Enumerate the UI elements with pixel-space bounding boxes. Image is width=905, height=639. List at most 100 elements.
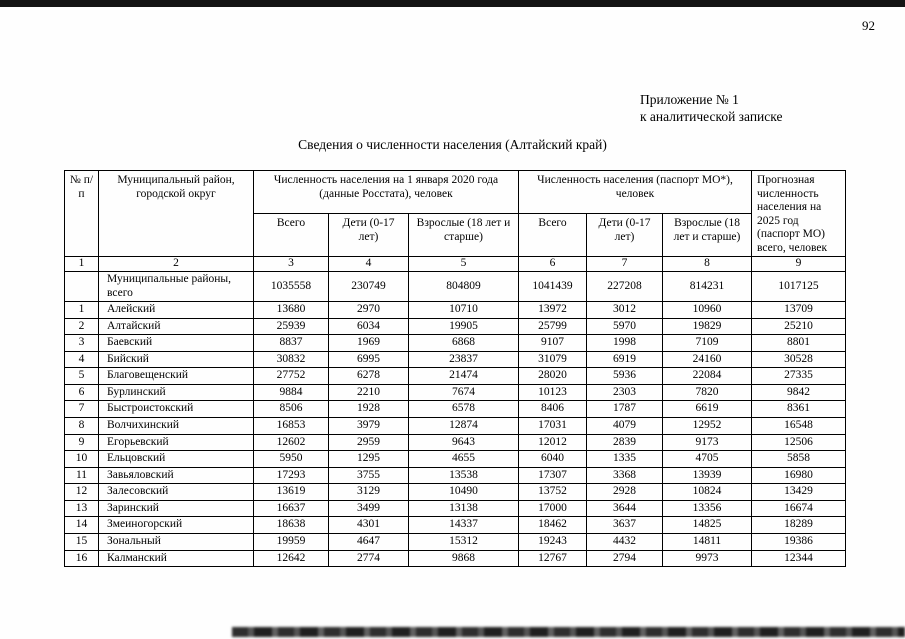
column-number: 5	[407, 256, 520, 272]
column-number: 1	[64, 256, 99, 272]
table-row: 12 Залесовский 13619 3129 10490 13752 2928 1082…	[64, 483, 847, 501]
header-adults-2020: Взрослые (18 лет и старше)	[407, 213, 520, 258]
value-cell: 13429	[751, 483, 847, 501]
value-cell: 5950	[253, 450, 329, 468]
value-cell: 16637	[253, 499, 329, 518]
appendix-line1: Приложение № 1	[640, 92, 739, 107]
value-cell: 9973	[662, 549, 753, 568]
header-sub-row: Всего Дети (0-17 лет) Взрослые (18 лет и…	[65, 213, 846, 258]
value-cell: 8506	[253, 400, 329, 418]
value-cell: 1335	[586, 450, 664, 468]
page-number: 92	[862, 18, 875, 33]
value-cell: 4655	[407, 450, 520, 468]
value-cell: 13939	[662, 466, 753, 485]
value-cell: 18462	[518, 516, 588, 534]
value-cell: 8801	[751, 334, 847, 352]
header-group-row: № п/п Муниципальный район, городской окр…	[64, 169, 847, 258]
header-forecast: Прогнозная численность населения на 2025…	[751, 169, 847, 258]
scan-artifact-top	[0, 0, 905, 7]
value-cell: 12952	[662, 417, 753, 435]
value-cell: 14825	[662, 516, 753, 534]
column-number: 9	[751, 256, 847, 272]
value-cell: 21474	[407, 367, 520, 385]
value-cell: 2959	[328, 433, 409, 452]
value-cell: 18289	[751, 516, 847, 534]
table-row: 11 Завьяловский 17293 3755 13538 17307 3368 139…	[64, 466, 847, 485]
row-number-cell: 8	[64, 417, 99, 435]
column-number: 4	[328, 256, 409, 272]
table-row: 16 Калманский 12642 2774 9868 12767 2794 9973 12…	[64, 549, 847, 568]
value-cell: 6034	[328, 317, 409, 336]
value-cell: 9842	[751, 383, 847, 402]
value-cell: 12642	[253, 549, 329, 568]
value-cell: 12767	[518, 549, 588, 568]
value-cell: 2839	[586, 433, 664, 452]
value-cell: 3012	[586, 301, 664, 319]
table-row: 2 Алтайский 25939 6034 19905 25799 5970 19829 25…	[64, 317, 847, 336]
value-cell: 1998	[586, 334, 664, 352]
row-number-cell: 4	[64, 350, 99, 369]
district-name-cell: Змеиногорский	[98, 516, 254, 534]
value-cell: 16853	[253, 417, 329, 435]
value-cell: 25939	[253, 317, 329, 336]
row-number-cell: 15	[64, 532, 99, 551]
value-cell: 1041439	[518, 270, 588, 303]
column-number: 7	[586, 256, 664, 272]
row-number-cell: 16	[64, 549, 99, 568]
value-cell: 4647	[328, 532, 409, 551]
value-cell: 230749	[328, 270, 409, 303]
header-group-2020: Численность населения на 1 января 2020 г…	[252, 169, 520, 215]
value-cell: 8837	[253, 334, 329, 352]
value-cell: 814231	[662, 270, 753, 303]
value-cell: 9107	[518, 334, 588, 352]
value-cell: 24160	[662, 350, 753, 369]
table-row: 7 Быстроистокский 8506 1928 6578 8406 1787 6619…	[64, 400, 847, 418]
value-cell: 3637	[586, 516, 664, 534]
header-children-2020: Дети (0-17 лет)	[328, 213, 409, 258]
value-cell: 2303	[586, 383, 664, 402]
value-cell: 12344	[751, 549, 847, 568]
value-cell: 30832	[253, 350, 329, 369]
table-row: 5 Благовещенский 27752 6278 21474 28020 5936 22…	[64, 367, 847, 385]
district-name-cell: Волчихинский	[98, 417, 254, 435]
district-name-cell: Баевский	[98, 334, 254, 352]
value-cell: 3129	[328, 483, 409, 501]
value-cell: 5970	[586, 317, 664, 336]
column-number: 8	[662, 256, 753, 272]
district-name-cell: Алейский	[98, 301, 254, 319]
value-cell: 2970	[328, 301, 409, 319]
value-cell: 9173	[662, 433, 753, 452]
value-cell: 30528	[751, 350, 847, 369]
value-cell: 2794	[586, 549, 664, 568]
table-row: 3 Баевский 8837 1969 6868 9107 1998 7109 8801	[64, 334, 847, 352]
value-cell: 19905	[407, 317, 520, 336]
district-name-cell: Благовещенский	[98, 367, 254, 385]
value-cell: 10960	[662, 301, 753, 319]
district-name-cell: Бурлинский	[98, 383, 254, 402]
row-number-cell: 2	[64, 317, 99, 336]
district-name-cell: Зональный	[98, 532, 254, 551]
value-cell: 7674	[407, 383, 520, 402]
value-cell: 19243	[518, 532, 588, 551]
value-cell: 31079	[518, 350, 588, 369]
district-name-cell: Калманский	[98, 549, 254, 568]
value-cell: 1969	[328, 334, 409, 352]
value-cell: 13680	[253, 301, 329, 319]
column-numbers-row: 1 2 3 4 5 6 7 8 9	[64, 256, 847, 272]
value-cell: 5936	[586, 367, 664, 385]
value-cell: 23837	[407, 350, 520, 369]
table-row: 13 Заринский 16637 3499 13138 17000 3644 13356 1…	[64, 499, 847, 518]
district-name-cell: Муниципальные районы, всего	[98, 270, 254, 303]
row-number-cell: 14	[64, 516, 99, 534]
row-number-cell: 13	[64, 499, 99, 518]
table-row: 8 Волчихинский 16853 3979 12874 17031 4079 1295…	[64, 417, 847, 435]
value-cell: 227208	[586, 270, 664, 303]
value-cell: 4432	[586, 532, 664, 551]
value-cell: 14337	[407, 516, 520, 534]
table-row: 9 Егорьевский 12602 2959 9643 12012 2839 9173 12…	[64, 433, 847, 452]
value-cell: 9868	[407, 549, 520, 568]
value-cell: 1017125	[751, 270, 847, 303]
row-number-cell: 7	[64, 400, 99, 418]
header-children-passport: Дети (0-17 лет)	[586, 213, 664, 258]
value-cell: 3755	[328, 466, 409, 485]
